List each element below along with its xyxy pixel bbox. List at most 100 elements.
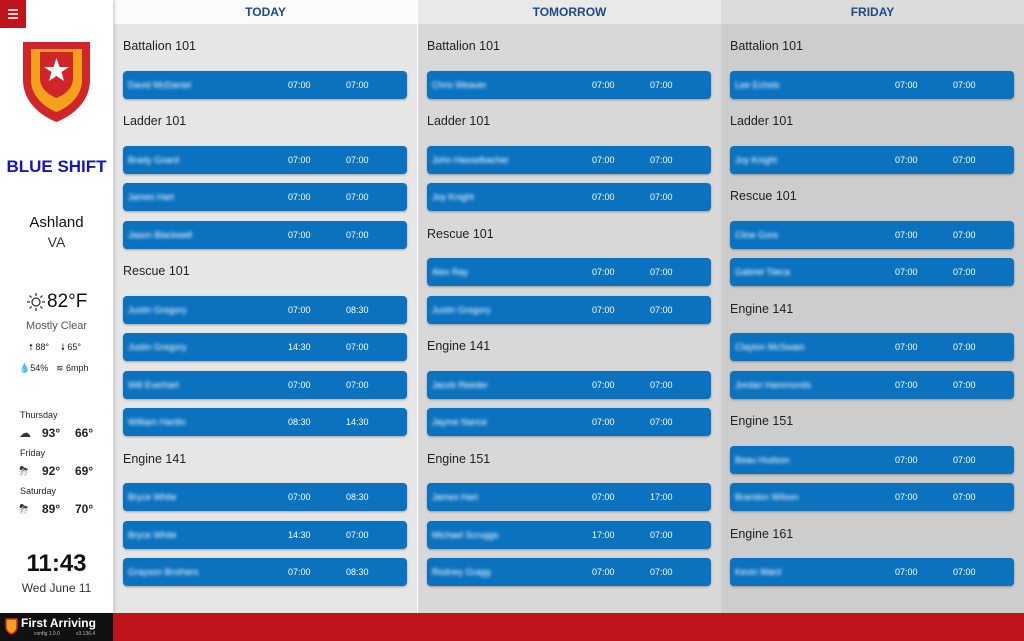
end-time: 08:30 xyxy=(346,492,369,502)
shift-row: Clayton McSwain 07:00 07:00 xyxy=(721,328,1024,366)
start-time: 07:00 xyxy=(895,567,918,577)
forecast-day: Saturday xyxy=(20,486,57,496)
unit-row: Rescue 101 xyxy=(114,253,417,291)
shift-bar: Gabriel Tileca 07:00 07:00 xyxy=(730,258,1014,286)
start-time: 07:00 xyxy=(895,454,918,465)
shift-bar: David McDaniel 07:00 07:00 xyxy=(123,70,407,99)
day-header: TODAY xyxy=(114,0,417,24)
member-name: James Hart xyxy=(128,192,175,202)
end-time: 17:00 xyxy=(650,492,673,502)
shift-row: Joy Knight 07:00 07:00 xyxy=(418,178,721,216)
member-name: Bryce White xyxy=(128,529,177,540)
shift-row: Cline Gore 07:00 07:00 xyxy=(721,216,1024,254)
member-name: Cline Gore xyxy=(735,229,779,240)
end-time: 07:00 xyxy=(650,79,673,90)
menu-icon xyxy=(8,9,18,19)
start-time: 07:00 xyxy=(895,229,918,240)
unit-name: Ladder 101 xyxy=(730,114,794,129)
end-time: 07:00 xyxy=(650,154,673,165)
clock: 11:43 xyxy=(26,550,87,577)
member-name: Bryce White xyxy=(128,492,177,502)
start-time: 07:00 xyxy=(592,304,615,315)
member-name: Kevin Ward xyxy=(735,567,782,577)
forecast-low: 69° xyxy=(75,464,94,478)
shift-bar: Brady Goard 07:00 07:00 xyxy=(123,145,407,174)
member-name: William Hardin xyxy=(128,417,187,427)
forecast-low: 70° xyxy=(75,502,94,516)
unit-row: Engine 161 xyxy=(721,516,1024,554)
shift-bar: Cline Gore 07:00 07:00 xyxy=(730,220,1014,249)
member-name: Brandon Wilson xyxy=(735,492,799,502)
shift-bar: Jacob Reeder 07:00 07:00 xyxy=(427,370,711,399)
shift-row: David McDaniel 07:00 07:00 xyxy=(114,66,417,104)
brand-name: First Arriving xyxy=(21,616,96,630)
shift-bar: Alex Ray 07:00 07:00 xyxy=(427,258,711,286)
end-time: 07:00 xyxy=(650,417,673,427)
low: 🠗 65° xyxy=(61,342,81,352)
member-name: Joy Knight xyxy=(432,192,475,202)
unit-name: Ladder 101 xyxy=(123,114,187,129)
unit-name: Engine 141 xyxy=(730,301,794,316)
end-time: 07:00 xyxy=(650,267,673,277)
end-time: 07:00 xyxy=(953,492,976,502)
shift-row: Chris Weaver 07:00 07:00 xyxy=(418,66,721,104)
shift-bar: Bryce White 14:30 07:00 xyxy=(123,520,407,549)
shift-row: Justin Gregory 14:30 07:00 xyxy=(114,328,417,366)
shift-row: Jacob Reeder 07:00 07:00 xyxy=(418,366,721,404)
high: 🠕 88° xyxy=(29,342,49,352)
unit-name: Engine 141 xyxy=(427,339,491,354)
unit-name: Battalion 101 xyxy=(427,39,500,54)
end-time: 07:00 xyxy=(346,192,369,202)
shift-row: Joy Knight 07:00 07:00 xyxy=(721,141,1024,179)
shift-bar: Will Everhart 07:00 07:00 xyxy=(123,370,407,399)
shift-row: James Hart 07:00 17:00 xyxy=(418,478,721,516)
shift-row: Justin Gregory 07:00 07:00 xyxy=(418,291,721,329)
shift-bar: Jason Blackwell 07:00 07:00 xyxy=(123,220,407,249)
start-time: 07:00 xyxy=(895,267,918,277)
day-body: Battalion 101 Chris Weaver 07:00 07:00 Ladde… xyxy=(418,24,721,591)
member-name: Lee Echols xyxy=(735,79,780,90)
end-time: 07:00 xyxy=(346,154,369,165)
start-time: 07:00 xyxy=(895,154,918,165)
shift-bar: Jayme Nance 07:00 07:00 xyxy=(427,408,711,436)
day-column: TODAY Battalion 101 David McDaniel 07:00 07:… xyxy=(114,0,417,613)
humidity: 💧54% xyxy=(19,363,49,373)
start-time: 07:00 xyxy=(895,342,918,352)
shift-bar: Brandon Wilson 07:00 07:00 xyxy=(730,483,1014,511)
end-time: 07:00 xyxy=(346,229,369,240)
condition: Mostly Clear xyxy=(25,320,88,332)
unit-name: Engine 141 xyxy=(123,451,187,466)
shift-bar: Jordan Hammonds 07:00 07:00 xyxy=(730,370,1014,399)
end-time: 07:00 xyxy=(650,192,673,202)
shift-bar: Justin Gregory 07:00 07:00 xyxy=(427,295,711,324)
forecast-high: 89° xyxy=(42,502,61,516)
shift-bar: Justin Gregory 14:30 07:00 xyxy=(123,333,407,361)
member-name: Beau Hudson xyxy=(735,454,790,465)
shift-bar: James Hart 07:00 17:00 xyxy=(427,483,711,511)
day-header: FRIDAY xyxy=(721,0,1024,24)
end-time: 14:30 xyxy=(346,417,369,427)
unit-row: Engine 141 xyxy=(114,441,417,479)
shift-row: Grayson Brothers 07:00 08:30 xyxy=(114,553,417,591)
shift-bar: Justin Gregory 07:00 08:30 xyxy=(123,295,407,324)
shift-row: Brady Goard 07:00 07:00 xyxy=(114,141,417,179)
shift-bar: Clayton McSwain 07:00 07:00 xyxy=(730,333,1014,361)
unit-name: Engine 151 xyxy=(427,451,491,466)
shift-row: Alex Ray 07:00 07:00 xyxy=(418,253,721,291)
end-time: 07:00 xyxy=(953,79,976,90)
start-time: 07:00 xyxy=(288,379,311,390)
end-time: 07:00 xyxy=(650,304,673,315)
start-time: 07:00 xyxy=(592,567,615,577)
menu-button[interactable] xyxy=(0,0,26,28)
shift-row: Bryce White 07:00 08:30 xyxy=(114,478,417,516)
start-time: 14:30 xyxy=(288,342,311,352)
shift-bar: James Hart 07:00 07:00 xyxy=(123,183,407,211)
unit-row: Battalion 101 xyxy=(418,28,721,66)
end-time: 07:00 xyxy=(953,342,976,352)
member-name: Will Everhart xyxy=(128,379,180,390)
forecast-icon: ⛈ xyxy=(19,464,29,478)
end-time: 08:30 xyxy=(346,567,369,577)
start-time: 07:00 xyxy=(592,267,615,277)
temperature: 82°F xyxy=(47,291,88,312)
